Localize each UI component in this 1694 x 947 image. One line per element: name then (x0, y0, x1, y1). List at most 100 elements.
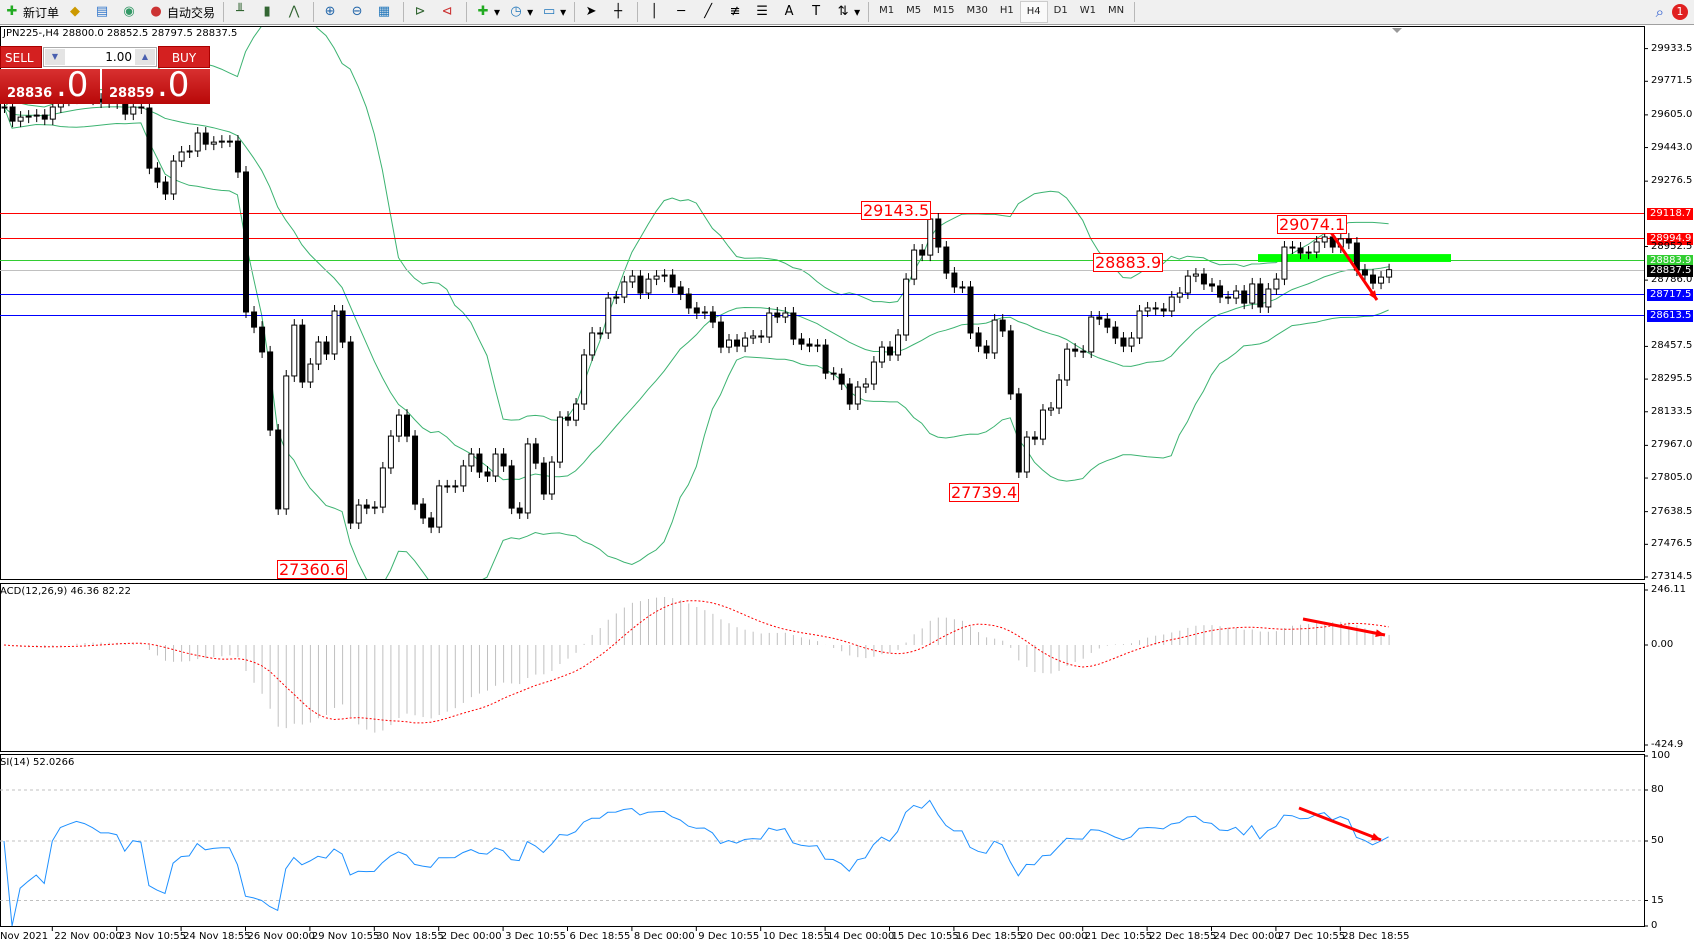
candle (251, 305, 258, 334)
candle (307, 358, 314, 389)
candlestick-button[interactable]: ▮ (255, 1, 282, 23)
lot-decrease-button[interactable]: ▼ (45, 49, 65, 65)
fibonacci-button[interactable]: ≢ (723, 1, 750, 23)
search-icon[interactable]: ⌕ (1655, 3, 1664, 21)
candle (1048, 402, 1054, 417)
timeframe-mn[interactable]: MN (1107, 5, 1125, 16)
candle-body (226, 140, 233, 143)
zoom-in-button[interactable]: ⊕ (318, 1, 345, 23)
tile-windows-button[interactable]: ▦ (372, 1, 399, 23)
sell-button[interactable]: SELL (0, 46, 42, 68)
text-label-button[interactable]: T (804, 1, 831, 23)
candle (887, 341, 893, 361)
candle (1039, 404, 1046, 446)
timeframe-m5[interactable]: M5 (906, 5, 922, 16)
candle-body (999, 319, 1006, 332)
candle-body (283, 375, 290, 510)
lot-size-stepper: ▼ ▲ (43, 47, 157, 67)
chart-shift-button[interactable]: ⊲ (435, 1, 462, 23)
bollinger-upper-band (3, 27, 1389, 421)
metaeditor-button[interactable]: ◆ (63, 1, 90, 23)
candle-body (645, 278, 652, 294)
auto-trading-button[interactable]: ● 自动交易 (144, 1, 219, 23)
timeframe-h4[interactable]: H4 (1019, 1, 1048, 23)
candle-body (637, 275, 644, 294)
candle (9, 101, 16, 128)
candle (41, 109, 48, 126)
candle-body (1080, 350, 1087, 353)
candle (903, 273, 910, 341)
timeframe-m1[interactable]: M1 (879, 5, 895, 16)
time-axis-label: 28 Dec 18:55 (1342, 931, 1410, 942)
navigator-button[interactable]: ▤ (90, 1, 117, 23)
indicators-button[interactable]: ✚ ▾ (471, 1, 504, 23)
candle (1361, 264, 1368, 282)
buy-button[interactable]: BUY (158, 46, 210, 68)
candle (210, 136, 217, 151)
candle-body (428, 517, 435, 528)
timeframe-d1[interactable]: D1 (1053, 5, 1068, 16)
signal-button[interactable]: ◉ (117, 1, 144, 23)
candle-body (500, 453, 507, 467)
crosshair-button[interactable]: ┼ (606, 1, 633, 23)
timeframe-m15[interactable]: M15 (933, 5, 955, 16)
vertical-line-button[interactable]: │ (642, 1, 669, 23)
horizontal-line-icon: ─ (677, 4, 686, 19)
metaeditor-icon: ◆ (70, 4, 81, 19)
candle (943, 241, 950, 280)
candle-body (1313, 241, 1320, 253)
candle (1176, 287, 1183, 304)
buy-price-button[interactable]: 28859 .0 (102, 65, 210, 105)
candle (967, 280, 974, 339)
zoom-out-button[interactable]: ⊖ (345, 1, 372, 23)
candle-body (653, 275, 660, 280)
bar-chart-button[interactable]: ╨ (228, 1, 255, 23)
candle-body (130, 106, 137, 115)
cursor-button[interactable]: ➤ (579, 1, 606, 23)
price-axis-label: 28295.5 (1651, 373, 1693, 385)
horizontal-line-button[interactable]: ─ (669, 1, 696, 23)
candle (782, 307, 789, 324)
chart-shift-marker (1392, 28, 1402, 33)
candle (983, 340, 990, 359)
periods-button[interactable]: ◷ ▾ (504, 1, 537, 23)
fibo-fan-button[interactable]: ☰ (750, 1, 777, 23)
candle-body (170, 160, 177, 195)
timeframe-h1[interactable]: H1 (999, 5, 1014, 16)
candle-body (1297, 247, 1304, 254)
time-axis-label: 23 Nov 10:55 (118, 931, 187, 942)
candle-body (452, 485, 459, 488)
bar-chart-icon: ╨ (236, 4, 244, 19)
trendline-button[interactable]: ╱ (696, 1, 723, 23)
candle-body (234, 140, 241, 173)
candle (846, 378, 853, 411)
candle-body (854, 386, 861, 405)
candle (275, 424, 282, 515)
candle (621, 275, 628, 304)
candle (17, 111, 24, 128)
timeframe-w1[interactable]: W1 (1079, 5, 1096, 16)
candle (589, 326, 596, 361)
candle-body (870, 361, 877, 385)
candle (870, 356, 877, 391)
toolbar-divider (313, 2, 315, 22)
candle (645, 273, 652, 300)
timeframe-m30[interactable]: M30 (966, 5, 988, 16)
signal-icon: ◉ (123, 4, 135, 19)
new-order-button[interactable]: ✚ 新订单 (0, 1, 63, 23)
candle (790, 307, 797, 346)
candle-body (959, 286, 966, 289)
candle (492, 448, 499, 483)
arrows-button[interactable]: ⇅ ▾ (831, 1, 864, 23)
lot-increase-button[interactable]: ▲ (135, 49, 155, 65)
candle (331, 304, 338, 360)
notification-badge[interactable]: 1 (1672, 4, 1688, 20)
sell-price-button[interactable]: 28836 .0 (0, 65, 100, 105)
candle-body (25, 115, 32, 118)
templates-button[interactable]: ▭ ▾ (542, 4, 567, 19)
text-button[interactable]: A (777, 1, 804, 23)
autoscroll-button[interactable]: ⊳ (408, 1, 435, 23)
candle (1386, 263, 1393, 284)
lot-size-input[interactable] (66, 48, 132, 66)
line-chart-button[interactable]: ⋀ (282, 1, 309, 23)
